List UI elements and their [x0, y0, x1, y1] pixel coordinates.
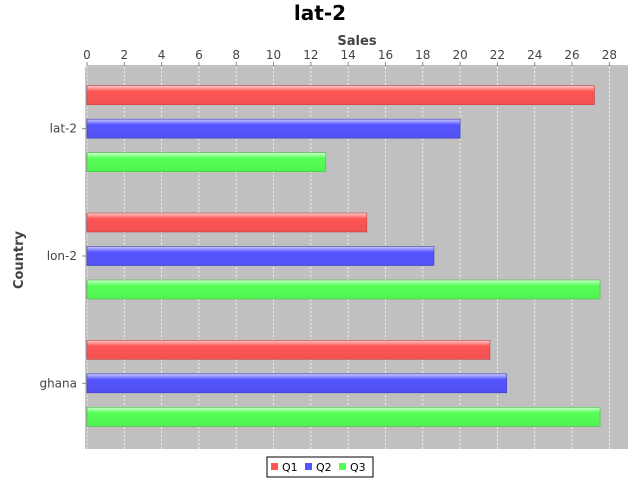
- x-tick-label: 6: [195, 48, 203, 62]
- x-tick-label: 12: [303, 48, 318, 62]
- bar-q2-lat-2: [86, 118, 461, 139]
- bar-q1-ghana: [86, 340, 491, 360]
- x-tick-label: 22: [490, 48, 505, 62]
- category-label: lat-2: [50, 122, 77, 136]
- bars: [86, 85, 601, 427]
- legend-swatch-q2: [305, 463, 312, 470]
- category-label: lon-2: [47, 249, 77, 263]
- y-axis: lat-2 lon-2 ghana: [39, 67, 87, 449]
- legend-label: Q3: [350, 461, 366, 474]
- legend-label: Q2: [316, 461, 332, 474]
- bar-q2-ghana: [86, 373, 508, 394]
- bar-q1-lon-2: [86, 212, 368, 233]
- y-axis-title: Country: [12, 230, 27, 289]
- bar-q3-ghana: [86, 407, 601, 427]
- x-tick-label: 0: [83, 48, 91, 62]
- x-tick-label: 14: [341, 48, 356, 62]
- chart-title: lat-2: [294, 1, 346, 25]
- x-tick-label: 16: [378, 48, 393, 62]
- bar-q1-lat-2: [86, 85, 595, 105]
- legend-swatch-q3: [339, 463, 346, 470]
- legend-swatch-q1: [271, 463, 278, 470]
- x-axis-title: Sales: [337, 34, 376, 49]
- x-tick-label: 18: [415, 48, 430, 62]
- x-tick-label: 10: [266, 48, 281, 62]
- bar-q3-lon-2: [86, 279, 601, 300]
- x-tick-label: 26: [564, 48, 579, 62]
- x-tick-label: 2: [120, 48, 128, 62]
- category-label: ghana: [39, 376, 77, 390]
- bar-q2-lon-2: [86, 246, 435, 266]
- legend-box: [266, 456, 374, 478]
- x-tick-label: 20: [452, 48, 467, 62]
- bar-q3-lat-2: [86, 152, 327, 172]
- x-tick-label: 28: [602, 48, 617, 62]
- legend: Q1 Q2 Q3: [266, 456, 374, 478]
- x-tick-label: 24: [527, 48, 542, 62]
- x-tick-label: 8: [232, 48, 240, 62]
- legend-label: Q1: [282, 461, 298, 474]
- x-tick-label: 4: [158, 48, 166, 62]
- x-axis: 0 2 4 6 8 10 12 14 16 18 20 22 24 26 28: [83, 48, 628, 67]
